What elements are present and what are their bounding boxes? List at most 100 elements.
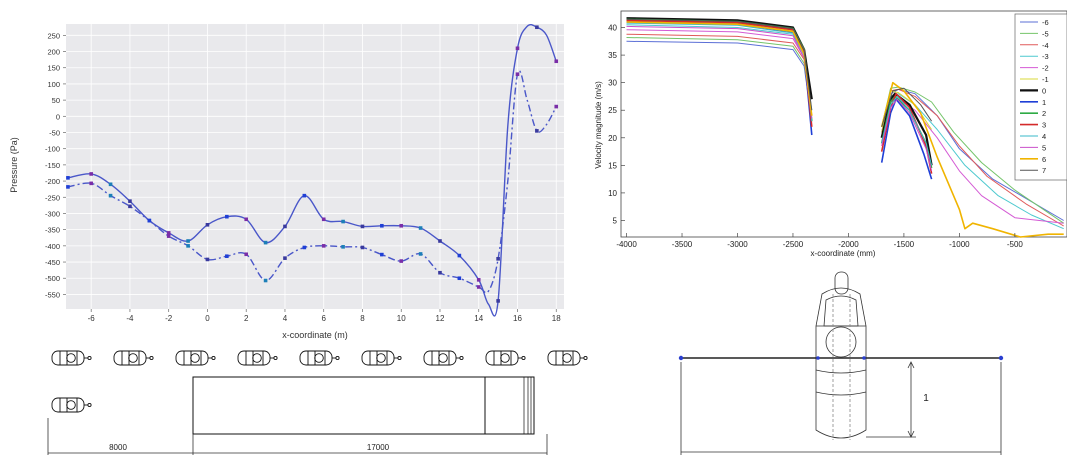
car-icon-body: [175, 350, 209, 366]
pressure-y-label: Pressure (Pa): [9, 137, 19, 193]
velocity-y-tick-label: 20: [608, 134, 617, 143]
car-icon-antenna-tip: [459, 355, 464, 361]
pressure-point: [283, 224, 287, 229]
ground-point-left: [678, 355, 684, 361]
velocity-x-ticks: -4000 -3500 -3000 -2500 -2000 -1500 -1000 -500: [616, 233, 1023, 249]
velocity-legend-label: -1: [1042, 75, 1049, 84]
pressure-point: [535, 25, 539, 30]
car-roof: [823, 295, 859, 327]
car-seam-bottom: [815, 391, 867, 396]
pressure-y-tick-label: -250: [45, 193, 60, 202]
car-icon: [361, 350, 402, 366]
velocity-legend-label: 4: [1042, 132, 1046, 141]
car-icon-body: [51, 350, 85, 366]
car-icon-cabin: [66, 400, 76, 410]
velocity-y-ticks: 40 35 30 25 20 15 10 5: [608, 24, 625, 225]
velocity-y-tick-label: 30: [608, 79, 617, 88]
velocity-x-tick-label: -4000: [616, 240, 637, 249]
pressure-y-tick-label: 0: [56, 112, 60, 121]
car-seam-top: [815, 369, 867, 374]
pressure-x-tick-label: 10: [397, 314, 406, 323]
car-icon-cabin: [128, 353, 138, 363]
dim-8000-label: 8000: [109, 443, 127, 452]
pressure-point: [321, 244, 326, 248]
car-icon-antenna-tip: [521, 355, 526, 361]
velocity-y-tick-label: 25: [608, 106, 617, 115]
pressure-y-tick-label: -300: [45, 209, 60, 218]
pressure-point: [66, 185, 70, 189]
car-icon-cabin: [376, 353, 386, 363]
car-icon-cabin: [252, 353, 262, 363]
velocity-x-label: x-coordinate (mm): [811, 249, 876, 258]
velocity-y-tick-label: 5: [613, 216, 618, 225]
car-icon-cabin: [190, 353, 200, 363]
car-icon: [485, 350, 526, 366]
car-icon-antenna-tip: [397, 355, 402, 361]
velocity-x-tick-label: -3500: [672, 240, 693, 249]
pressure-x-tick-label: 18: [552, 314, 561, 323]
car-icon: [51, 397, 92, 413]
pressure-y-tick-label: 200: [47, 48, 60, 57]
pressure-point: [476, 278, 481, 282]
pressure-point: [89, 172, 93, 176]
pressure-point: [438, 270, 442, 275]
car-icon-cabin: [438, 353, 448, 363]
vehicle-layout-drawing: 8000 17000: [47, 350, 588, 455]
pressure-y-ticks: 250 200 150 100 50 0 -50 -100 -150 -200 -250 -300 -3…: [45, 31, 66, 299]
pressure-point: [89, 181, 93, 186]
pressure-point: [147, 218, 152, 223]
velocity-legend-label: 2: [1042, 109, 1046, 118]
velocity-series-6-downstream: [880, 81, 1064, 238]
pressure-y-tick-label: 100: [47, 80, 60, 89]
car-icon: [113, 350, 154, 366]
velocity-plot-frame: [620, 10, 1067, 238]
pressure-point: [263, 278, 268, 283]
car-icon-cabin: [500, 353, 510, 363]
dim-arrow-down: [907, 430, 915, 438]
velocity-legend-label: -5: [1042, 29, 1049, 38]
pressure-y-tick-label: -50: [49, 128, 60, 137]
pressure-point: [341, 245, 345, 249]
car-icon-antenna-tip: [335, 355, 340, 361]
pressure-y-tick-label: 50: [52, 96, 60, 105]
car-icon: [547, 350, 588, 366]
car-icon: [299, 350, 340, 366]
pressure-point: [244, 252, 249, 257]
pressure-point: [360, 245, 365, 250]
pressure-point: [302, 245, 307, 250]
velocity-x-tick-label: -3000: [727, 240, 748, 249]
pressure-point: [418, 252, 423, 256]
pressure-point: [360, 224, 365, 229]
pressure-series: [66, 23, 559, 317]
pressure-point: [263, 240, 268, 245]
car-single: [51, 397, 92, 413]
pressure-point: [108, 182, 113, 187]
car-icon-antenna-tip: [149, 355, 154, 361]
car-dimensions: 1: [678, 355, 1004, 455]
pressure-y-tick-label: 150: [47, 64, 60, 73]
pressure-y-tick-label: -550: [45, 290, 60, 299]
car-icon: [237, 350, 278, 366]
pressure-point: [321, 217, 326, 222]
pressure-x-tick-label: -6: [88, 314, 96, 323]
velocity-y-tick-label: 10: [608, 189, 617, 198]
pressure-point: [457, 276, 462, 281]
car-icon-antenna-tip: [583, 355, 588, 361]
ground-point-car-right: [862, 356, 866, 360]
pressure-x-tick-label: 16: [513, 314, 522, 323]
pressure-y-tick-label: -150: [45, 161, 60, 170]
pressure-y-tick-label: -200: [45, 177, 60, 186]
pressure-point: [128, 199, 132, 203]
pressure-point: [186, 239, 190, 243]
velocity-chart: -4000 -3500 -3000 -2500 -2000 -1500 -1000 -500 …: [594, 10, 1067, 258]
pressure-grid: [66, 24, 564, 309]
pressure-y-tick-label: -450: [45, 258, 60, 267]
pressure-x-tick-label: -2: [165, 314, 173, 323]
pressure-point: [108, 193, 113, 198]
car-body: [815, 287, 867, 439]
velocity-legend-label: 6: [1042, 155, 1046, 164]
pressure-y-tick-label: -100: [45, 145, 60, 154]
pressure-series-line-dashdot: [67, 70, 557, 294]
dim-17000-label: 17000: [367, 443, 390, 452]
